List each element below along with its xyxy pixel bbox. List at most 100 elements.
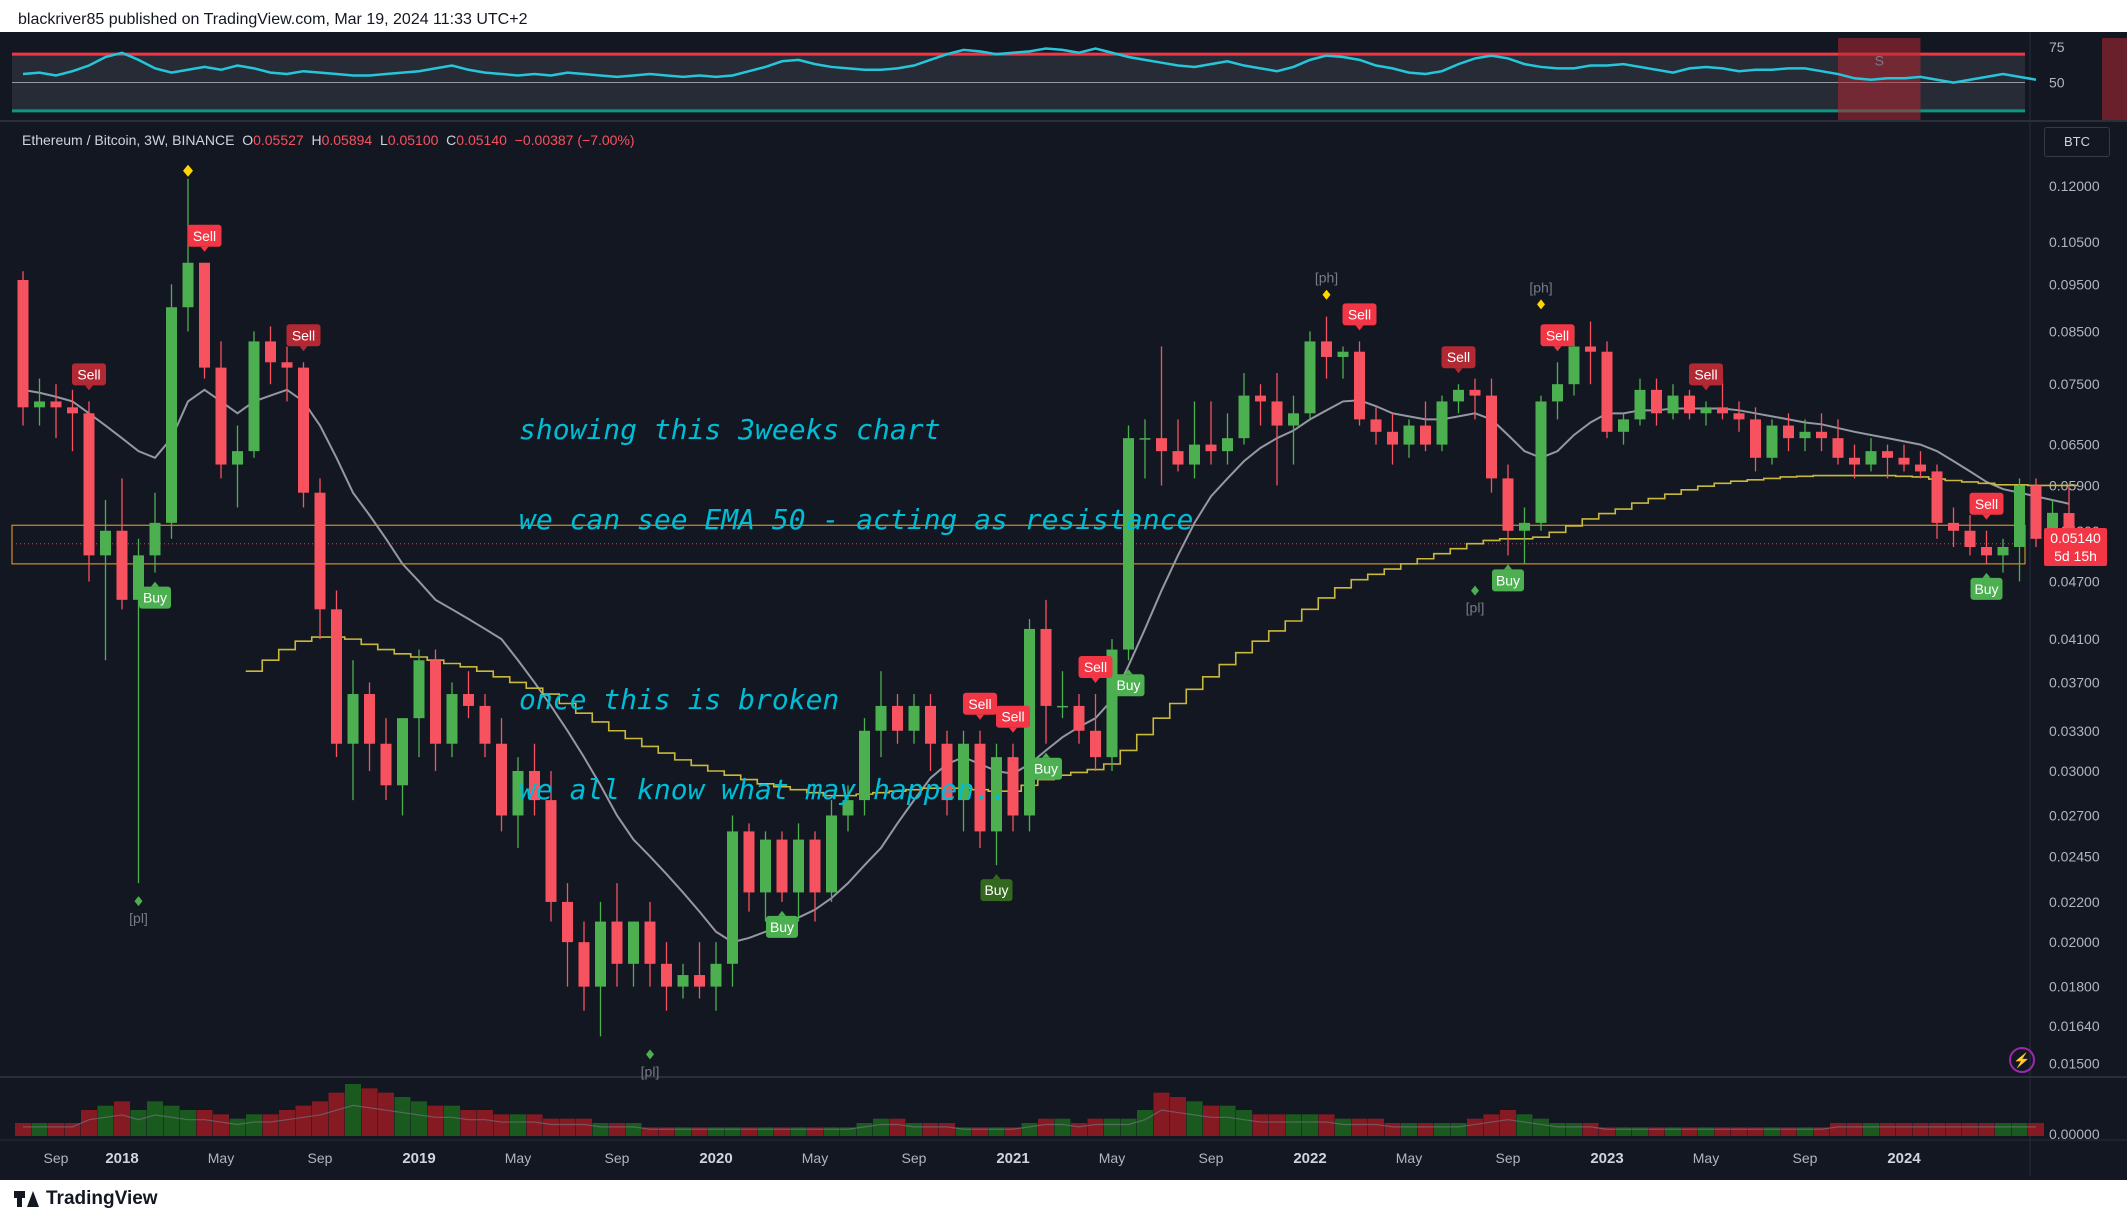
sell-signal[interactable] bbox=[963, 692, 997, 715]
sell-signal[interactable] bbox=[187, 224, 222, 247]
candle-body[interactable] bbox=[1783, 425, 1794, 439]
candle-body[interactable] bbox=[446, 694, 458, 744]
candle-body[interactable] bbox=[1469, 389, 1481, 396]
candle-body[interactable] bbox=[611, 921, 623, 964]
candle-body[interactable] bbox=[595, 921, 606, 987]
candle-body[interactable] bbox=[1684, 395, 1695, 414]
candle-body[interactable] bbox=[397, 718, 408, 786]
candle-body[interactable] bbox=[1832, 438, 1844, 458]
candle-body[interactable] bbox=[1040, 628, 1052, 706]
candle-body[interactable] bbox=[1898, 457, 1910, 465]
candle-body[interactable] bbox=[232, 451, 243, 465]
candle-body[interactable] bbox=[1255, 395, 1266, 402]
buy-signal[interactable] bbox=[139, 586, 171, 609]
candle-body[interactable] bbox=[50, 401, 62, 408]
candle-body[interactable] bbox=[991, 757, 1002, 832]
candle-body[interactable] bbox=[644, 921, 656, 964]
candle-body[interactable] bbox=[1106, 649, 1118, 758]
symbol-name[interactable]: Ethereum / Bitcoin, 3W, BINANCE bbox=[22, 132, 235, 148]
candle-body[interactable] bbox=[479, 705, 491, 744]
candle-body[interactable] bbox=[1733, 413, 1745, 420]
candle-body[interactable] bbox=[1618, 419, 1629, 432]
tradingview-logo[interactable]: TradingView bbox=[14, 1188, 158, 1210]
candle-body[interactable] bbox=[1304, 341, 1316, 414]
candle-body[interactable] bbox=[793, 839, 804, 893]
candle-body[interactable] bbox=[628, 921, 639, 964]
candle-body[interactable] bbox=[463, 694, 474, 706]
candle-body[interactable] bbox=[1205, 444, 1217, 452]
candle-body[interactable] bbox=[1238, 395, 1250, 439]
candle-body[interactable] bbox=[1882, 451, 1893, 458]
candle-body[interactable] bbox=[1288, 413, 1299, 426]
candle-body[interactable] bbox=[743, 831, 755, 893]
candle-body[interactable] bbox=[182, 262, 194, 308]
candle-body[interactable] bbox=[974, 743, 986, 832]
candle-body[interactable] bbox=[875, 705, 887, 731]
candle-body[interactable] bbox=[1667, 395, 1679, 414]
candle-body[interactable] bbox=[1486, 395, 1497, 479]
candle-body[interactable] bbox=[1816, 431, 1827, 439]
buy-signal[interactable] bbox=[1112, 674, 1145, 697]
candle-body[interactable] bbox=[1073, 705, 1085, 731]
candle-body[interactable] bbox=[1799, 431, 1811, 439]
candle-body[interactable] bbox=[1172, 451, 1184, 465]
candle-body[interactable] bbox=[1090, 730, 1101, 758]
candle-body[interactable] bbox=[1337, 351, 1349, 357]
candle-body[interactable] bbox=[2030, 485, 2042, 539]
candle-body[interactable] bbox=[1634, 389, 1646, 420]
candle-body[interactable] bbox=[265, 341, 276, 363]
currency-badge[interactable]: BTC bbox=[2044, 127, 2110, 157]
sell-signal[interactable] bbox=[1441, 346, 1476, 369]
candle-body[interactable] bbox=[1387, 431, 1398, 445]
candle-body[interactable] bbox=[133, 555, 144, 600]
candle-body[interactable] bbox=[908, 705, 920, 731]
candle-body[interactable] bbox=[677, 975, 689, 987]
sell-signal[interactable] bbox=[1969, 492, 2004, 515]
candle-body[interactable] bbox=[1222, 438, 1233, 452]
candle-body[interactable] bbox=[380, 743, 392, 786]
candle-body[interactable] bbox=[1354, 351, 1365, 420]
candle-body[interactable] bbox=[1370, 419, 1382, 432]
sell-signal[interactable] bbox=[286, 324, 321, 347]
candle-body[interactable] bbox=[1585, 346, 1596, 352]
candle-body[interactable] bbox=[215, 367, 227, 465]
candle-body[interactable] bbox=[1915, 464, 1926, 472]
candle-body[interactable] bbox=[1766, 425, 1778, 458]
candle-body[interactable] bbox=[760, 839, 771, 893]
candle-body[interactable] bbox=[149, 522, 161, 556]
candle-body[interactable] bbox=[1948, 522, 1959, 531]
sell-signal[interactable] bbox=[996, 705, 1030, 728]
candle-body[interactable] bbox=[1156, 438, 1167, 452]
candle-body[interactable] bbox=[496, 743, 507, 816]
candle-body[interactable] bbox=[694, 975, 705, 987]
candle-body[interactable] bbox=[859, 730, 870, 801]
candle-body[interactable] bbox=[430, 660, 441, 744]
candle-body[interactable] bbox=[1601, 351, 1613, 432]
candle-body[interactable] bbox=[1997, 546, 2009, 556]
buy-signal[interactable] bbox=[1030, 757, 1062, 780]
candle-body[interactable] bbox=[1436, 401, 1448, 445]
candle-body[interactable] bbox=[364, 694, 375, 744]
candle-body[interactable] bbox=[826, 815, 837, 893]
candle-body[interactable] bbox=[1535, 401, 1547, 523]
candle-body[interactable] bbox=[1057, 705, 1068, 708]
candle-body[interactable] bbox=[1931, 471, 1943, 523]
candle-body[interactable] bbox=[529, 770, 540, 801]
candle-body[interactable] bbox=[1651, 389, 1662, 414]
candle-body[interactable] bbox=[710, 963, 722, 987]
candle-body[interactable] bbox=[1717, 407, 1728, 414]
candle-body[interactable] bbox=[413, 660, 425, 719]
candle-body[interactable] bbox=[1007, 757, 1019, 816]
candle-body[interactable] bbox=[892, 705, 903, 731]
candle-body[interactable] bbox=[17, 279, 29, 408]
sell-signal[interactable] bbox=[1342, 303, 1377, 326]
candle-body[interactable] bbox=[281, 362, 293, 368]
candle-body[interactable] bbox=[1420, 425, 1431, 445]
candle-body[interactable] bbox=[166, 307, 177, 523]
sell-signal[interactable] bbox=[1540, 324, 1575, 347]
buy-signal[interactable] bbox=[1970, 577, 2003, 600]
candle-body[interactable] bbox=[1552, 384, 1563, 402]
candle-body[interactable] bbox=[1321, 341, 1332, 357]
candle-body[interactable] bbox=[199, 262, 210, 368]
candle-body[interactable] bbox=[1453, 389, 1464, 402]
